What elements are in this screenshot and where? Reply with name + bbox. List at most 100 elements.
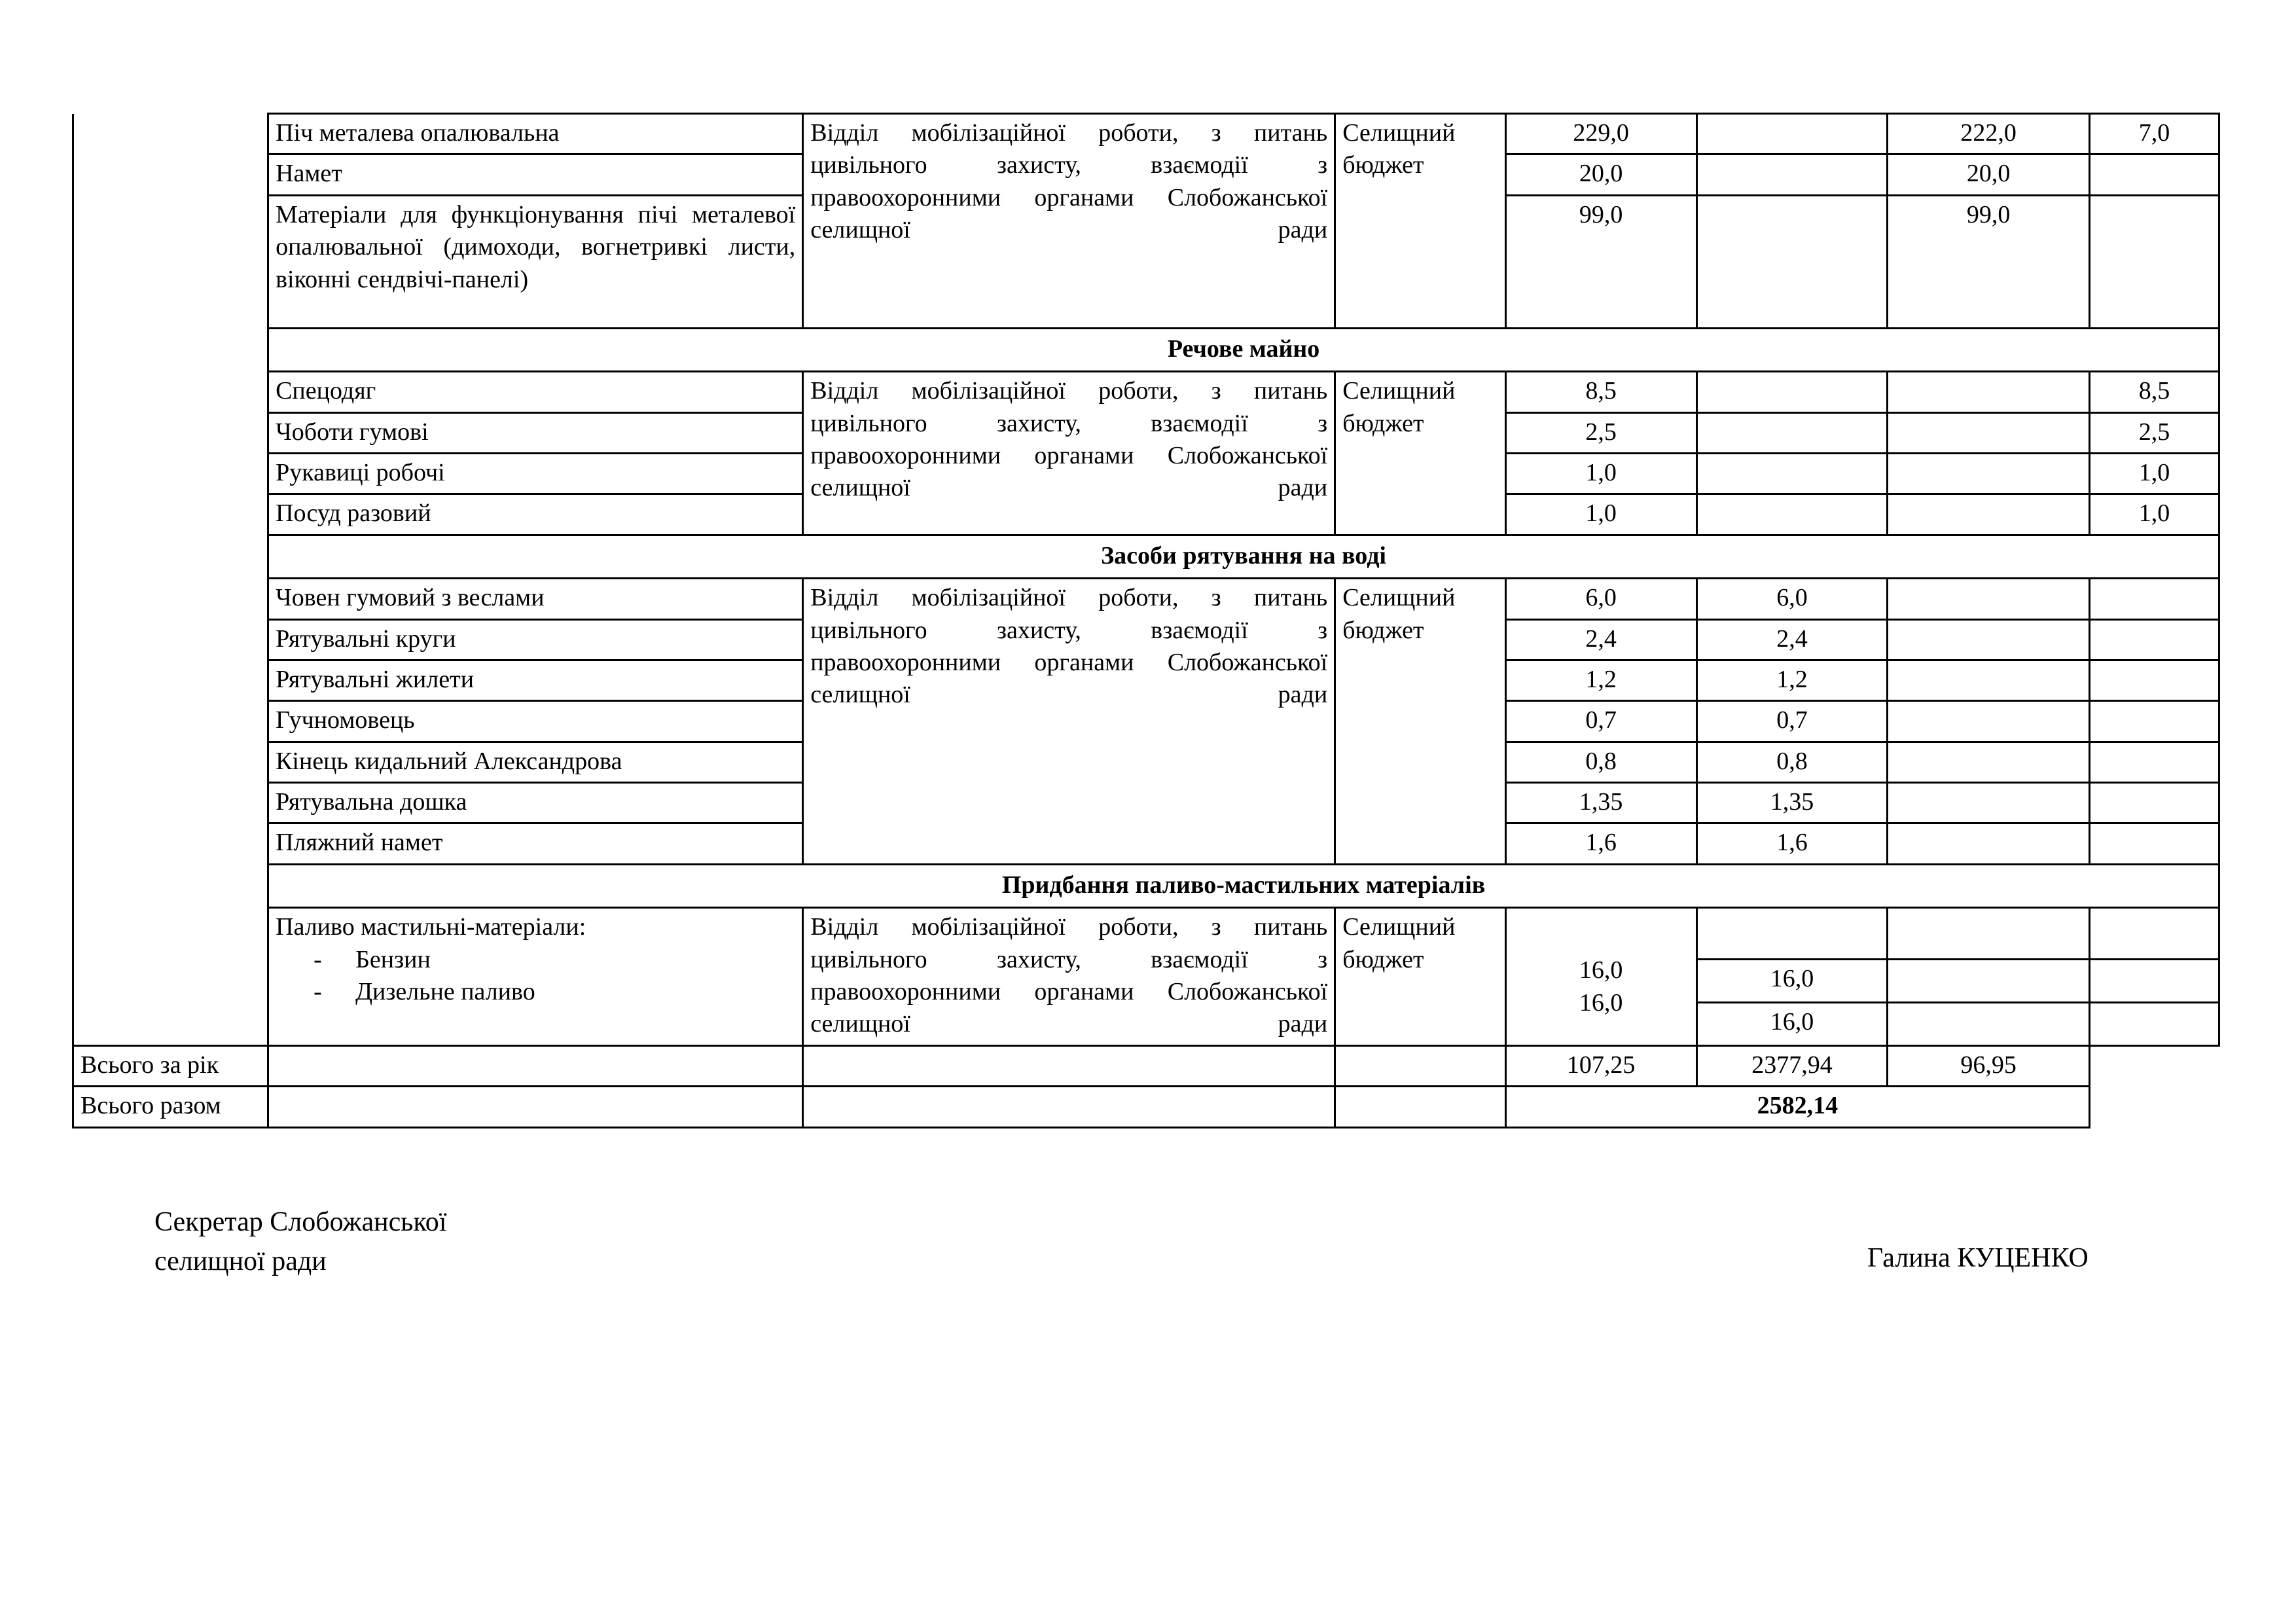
amount-year-1 bbox=[1695, 194, 1889, 329]
table-row: 16,0 bbox=[73, 1001, 2221, 1047]
amount-total-fuel: 16,0 16,0 bbox=[1504, 907, 1698, 1047]
amount-total: 20,0 bbox=[1504, 153, 1698, 196]
amount-total: 16,0 bbox=[1579, 988, 1623, 1017]
funding-source: Селищний бюджет bbox=[1334, 113, 1507, 329]
amount-year-2 bbox=[1886, 493, 2090, 536]
amount-year-1: 6,0 bbox=[1695, 577, 1889, 621]
table-row-grand-total: Всього разом 2582,14 bbox=[71, 1085, 2219, 1128]
amount-total: 6,0 bbox=[1504, 577, 1698, 621]
total-year-source bbox=[802, 1044, 1336, 1088]
table-row: Речове майно bbox=[73, 327, 2220, 373]
fuel-subitem: - Дизельне паливо bbox=[276, 976, 795, 1008]
amount-year-3 bbox=[2088, 577, 2221, 621]
amount-year-1: 1,6 bbox=[1695, 822, 1889, 865]
item-name: Рятувальна дошка bbox=[267, 782, 804, 825]
fuel-item-list: Паливо мастильні-матеріали: - Бензин - Диз… bbox=[276, 911, 795, 1008]
item-name: Рятувальні круги bbox=[267, 618, 804, 661]
table-row: Чоботи гумові 2,5 2,5 bbox=[73, 411, 2221, 454]
total-year-2: 2377,94 bbox=[1695, 1044, 1889, 1088]
amount-total: 2,5 bbox=[1504, 411, 1698, 454]
table-row: Рятувальні жилети 1,2 1,2 bbox=[73, 659, 2221, 702]
amount-year-3 bbox=[2088, 782, 2221, 825]
table-row: 16,0 bbox=[73, 958, 2221, 1004]
table-row: Посуд разовий 1,0 1,0 bbox=[73, 493, 2221, 536]
item-name: Матеріали для функціонування пічі метале… bbox=[267, 194, 804, 329]
grand-total-department bbox=[267, 1085, 804, 1128]
fuel-subitem: - Бензин bbox=[276, 944, 795, 976]
responsible-department: Відділ мобілізаційної роботи, з питань ц… bbox=[802, 907, 1336, 1047]
responsible-department: Відділ мобілізаційної роботи, з питань ц… bbox=[802, 113, 1336, 329]
amount-total: 0,7 bbox=[1504, 700, 1698, 743]
amount-year-1 bbox=[1695, 411, 1889, 454]
fuel-subitem-label: Дизельне паливо bbox=[355, 978, 535, 1006]
table-row: Намет 20,0 20,0 bbox=[73, 153, 2221, 196]
amount-year-3 bbox=[2088, 1001, 2221, 1047]
grand-total-source bbox=[802, 1085, 1336, 1128]
amount-total: 1,2 bbox=[1504, 659, 1698, 702]
amount-year-2 bbox=[1886, 740, 2090, 784]
amount-year-3: 2,5 bbox=[2088, 411, 2221, 454]
table-row: Піч металева опалювальна Відділ мобіліза… bbox=[71, 112, 2221, 1046]
amount-year-2 bbox=[1886, 958, 2090, 1004]
amount-year-2 bbox=[1886, 907, 2090, 961]
amount-year-3: 1,0 bbox=[2088, 452, 2221, 496]
table-row-total-year: Всього за рік 107,25 2377,94 96,95 bbox=[71, 1044, 2219, 1088]
amount-year-2 bbox=[1886, 411, 2090, 454]
item-name: Посуд разовий bbox=[267, 493, 804, 536]
department-text: Відділ мобілізаційної роботи, з питань ц… bbox=[810, 584, 1328, 709]
table-row: Човен гумовий з веслами Відділ мобілізац… bbox=[73, 577, 2221, 865]
signature-right-name: Галина КУЦЕНКО bbox=[1867, 1243, 2089, 1273]
amount-total: 16,0 bbox=[1579, 956, 1623, 984]
table-row: Придбання паливо-мастильних матеріалів bbox=[73, 863, 2220, 909]
amount-year-2 bbox=[1886, 782, 2090, 825]
amount-year-2: 222,0 bbox=[1886, 112, 2090, 156]
department-text: Відділ мобілізаційної роботи, з питань ц… bbox=[810, 913, 1328, 1038]
responsible-department: Відділ мобілізаційної роботи, з питань ц… bbox=[802, 577, 1336, 865]
amount-year-2 bbox=[1886, 618, 2090, 661]
table-row: Спецодяг Відділ мобілізаційної роботи, з… bbox=[73, 370, 2221, 536]
amount-year-1: 1,35 bbox=[1695, 782, 1889, 825]
funding-source: Селищний бюджет bbox=[1334, 907, 1507, 1047]
carryover-number-column bbox=[71, 113, 270, 1046]
department-text: Відділ мобілізаційної роботи, з питань ц… bbox=[810, 377, 1328, 502]
amount-total: 0,8 bbox=[1504, 740, 1698, 784]
total-year-department bbox=[267, 1044, 804, 1088]
amount-year-2: 99,0 bbox=[1886, 194, 2090, 329]
grand-total-value: 2582,14 bbox=[1504, 1085, 2090, 1128]
funding-source: Селищний бюджет bbox=[1334, 370, 1507, 536]
amount-year-1: 0,7 bbox=[1695, 700, 1889, 743]
amount-total: 8,5 bbox=[1504, 370, 1698, 414]
amount-year-3: 8,5 bbox=[2088, 370, 2221, 414]
item-name: Чоботи гумові bbox=[267, 411, 804, 454]
table-row: Матеріали для функціонування пічі метале… bbox=[73, 194, 2221, 329]
total-year-3: 96,95 bbox=[1886, 1044, 2090, 1088]
item-name: Пляжний намет bbox=[267, 822, 804, 865]
item-name: Човен гумовий з веслами bbox=[267, 577, 804, 621]
amount-year-2 bbox=[1886, 452, 2090, 496]
item-name: Паливо мастильні-матеріали: - Бензин - Диз… bbox=[267, 907, 804, 1047]
item-name: Намет bbox=[267, 153, 804, 196]
amount-year-3 bbox=[2088, 153, 2221, 196]
section-header: Засоби рятування на воді bbox=[267, 533, 2220, 580]
amount-year-2 bbox=[1886, 577, 2090, 621]
expenses-table: Піч металева опалювальна Відділ мобіліза… bbox=[71, 112, 2221, 1128]
amount-year-1 bbox=[1695, 493, 1889, 536]
amount-year-3 bbox=[2088, 822, 2221, 865]
table-row: Кінець кидальний Александрова 0,8 0,8 bbox=[73, 740, 2221, 784]
amount-year-3 bbox=[2088, 194, 2221, 329]
amount-year-2 bbox=[1886, 1001, 2090, 1047]
amount-year-1: 16,0 bbox=[1695, 1001, 1889, 1047]
grand-total-label: Всього разом bbox=[71, 1085, 270, 1128]
table-row: Рятувальні круги 2,4 2,4 bbox=[73, 618, 2221, 661]
total-year-amount bbox=[1334, 1044, 1507, 1088]
amount-year-1 bbox=[1695, 907, 1889, 961]
item-name: Рятувальні жилети bbox=[267, 659, 804, 702]
amount-year-1 bbox=[1695, 153, 1889, 196]
fuel-subitem-label: Бензин bbox=[355, 945, 431, 973]
amount-year-1 bbox=[1695, 370, 1889, 414]
amount-total: 1,0 bbox=[1504, 452, 1698, 496]
amount-year-1: 1,2 bbox=[1695, 659, 1889, 702]
table-row: Паливо мастильні-матеріали: - Бензин - Диз… bbox=[73, 907, 2221, 1047]
responsible-department: Відділ мобілізаційної роботи, з питань ц… bbox=[802, 370, 1336, 536]
